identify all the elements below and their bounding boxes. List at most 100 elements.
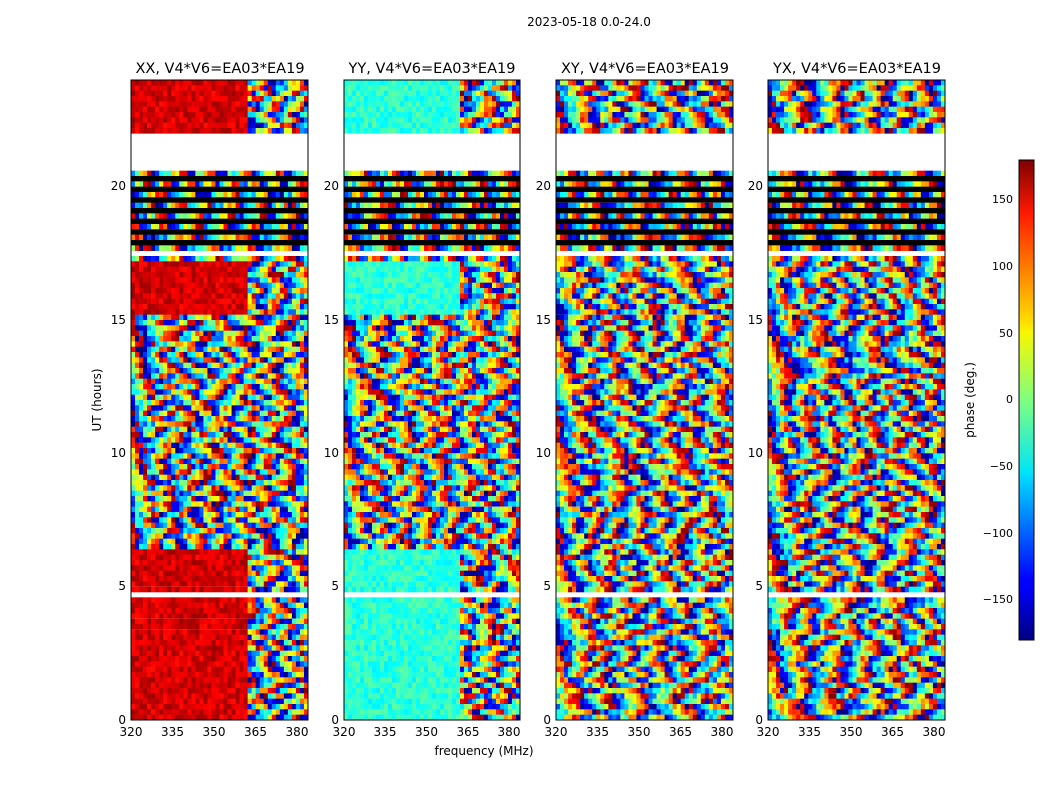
heatmap-cell <box>235 576 240 582</box>
heatmap-cell <box>159 304 164 310</box>
heatmap-cell <box>283 656 289 662</box>
heatmap-cell <box>167 106 172 113</box>
heatmap-cell <box>259 416 265 422</box>
heatmap-cell <box>287 336 293 342</box>
heatmap-cell <box>139 650 144 657</box>
heatmap-cell <box>195 426 200 433</box>
heatmap-cell <box>295 501 301 507</box>
heatmap-cell <box>143 538 148 545</box>
heatmap-cell <box>203 389 208 395</box>
heatmap-cell <box>219 474 224 481</box>
heatmap-cell <box>299 650 305 657</box>
heatmap-cell <box>167 426 172 433</box>
heatmap-cell <box>231 634 236 641</box>
y-tick-label: 20 <box>111 179 126 193</box>
heatmap-cell <box>263 432 269 438</box>
heatmap-cell <box>131 416 136 422</box>
heatmap-cell <box>159 112 164 118</box>
heatmap-cell <box>191 266 196 273</box>
heatmap-cell <box>231 218 236 225</box>
heatmap-cell <box>263 480 269 486</box>
heatmap-cell <box>155 229 160 235</box>
heatmap-cell <box>195 320 200 326</box>
heatmap-cell <box>267 528 273 534</box>
heatmap-cell <box>183 682 188 689</box>
heatmap-cell <box>223 266 228 273</box>
heatmap-cell <box>191 197 196 203</box>
heatmap-cell <box>215 373 220 379</box>
heatmap-cell <box>183 218 188 225</box>
heatmap-cell <box>175 186 180 193</box>
heatmap-cell <box>267 474 273 481</box>
heatmap-cell <box>139 208 144 214</box>
heatmap-cell <box>207 197 212 203</box>
heatmap-cell <box>143 277 148 283</box>
heatmap-cell <box>227 240 232 246</box>
heatmap-cell <box>279 672 285 678</box>
heatmap-cell <box>227 90 232 97</box>
heatmap-cell <box>191 336 196 342</box>
heatmap-cell <box>199 693 204 699</box>
heatmap-cell <box>191 181 196 187</box>
heatmap-cell <box>183 501 188 507</box>
heatmap-cell <box>223 117 228 123</box>
heatmap-cell <box>211 352 216 358</box>
heatmap-cell <box>135 437 140 443</box>
heatmap-cell <box>191 416 196 422</box>
heatmap-cell <box>227 538 232 545</box>
heatmap-cell <box>131 256 136 262</box>
heatmap-cell <box>147 506 152 513</box>
heatmap-cell <box>155 197 160 203</box>
heatmap-cell <box>191 245 196 251</box>
heatmap-cell <box>263 560 269 566</box>
heatmap-cell <box>263 96 269 102</box>
heatmap-cell <box>287 320 293 326</box>
heatmap-cell <box>175 272 180 278</box>
heatmap-cell <box>259 645 265 651</box>
heatmap-cell <box>255 362 261 369</box>
heatmap-cell <box>267 122 273 129</box>
heatmap-cell <box>183 314 188 321</box>
heatmap-cell <box>291 266 297 273</box>
heatmap-cell <box>279 517 285 523</box>
heatmap-cell <box>179 496 184 502</box>
heatmap-cell <box>175 346 180 353</box>
heatmap-cell <box>215 298 220 305</box>
heatmap-cell <box>215 656 220 662</box>
heatmap-cell <box>215 586 220 593</box>
heatmap-cell <box>255 666 261 673</box>
heatmap-cell <box>131 506 136 513</box>
heatmap-cell <box>163 218 168 225</box>
heatmap-cell <box>275 176 281 182</box>
heatmap-cell <box>219 613 224 619</box>
heatmap-cell <box>255 293 261 299</box>
heatmap-cell <box>271 458 277 465</box>
heatmap-cell <box>203 549 208 555</box>
heatmap-cell <box>215 80 220 86</box>
heatmap-cell <box>275 490 281 497</box>
heatmap-cell <box>239 640 244 646</box>
heatmap-cell <box>215 554 220 561</box>
heatmap-cell <box>195 288 200 294</box>
heatmap-cell <box>291 330 297 337</box>
heatmap-cell <box>199 240 204 246</box>
heatmap-cell <box>279 346 285 353</box>
heatmap-cell <box>163 240 168 246</box>
heatmap-cell <box>223 549 228 555</box>
heatmap-cell <box>492 85 497 91</box>
heatmap-cell <box>167 112 172 118</box>
heatmap-cell <box>279 176 285 182</box>
heatmap-cell <box>259 624 265 630</box>
heatmap-cell <box>167 560 172 566</box>
heatmap-cell <box>287 368 293 374</box>
heatmap-cell <box>279 501 285 507</box>
heatmap-cell <box>267 106 273 113</box>
heatmap-cell <box>167 645 172 651</box>
heatmap-cell <box>211 570 216 577</box>
heatmap-cell <box>207 688 212 694</box>
heatmap-cell <box>299 661 305 667</box>
heatmap-cell <box>159 90 164 97</box>
heatmap-cell <box>211 490 216 497</box>
heatmap-cell <box>179 682 184 689</box>
heatmap-cell <box>303 544 309 550</box>
